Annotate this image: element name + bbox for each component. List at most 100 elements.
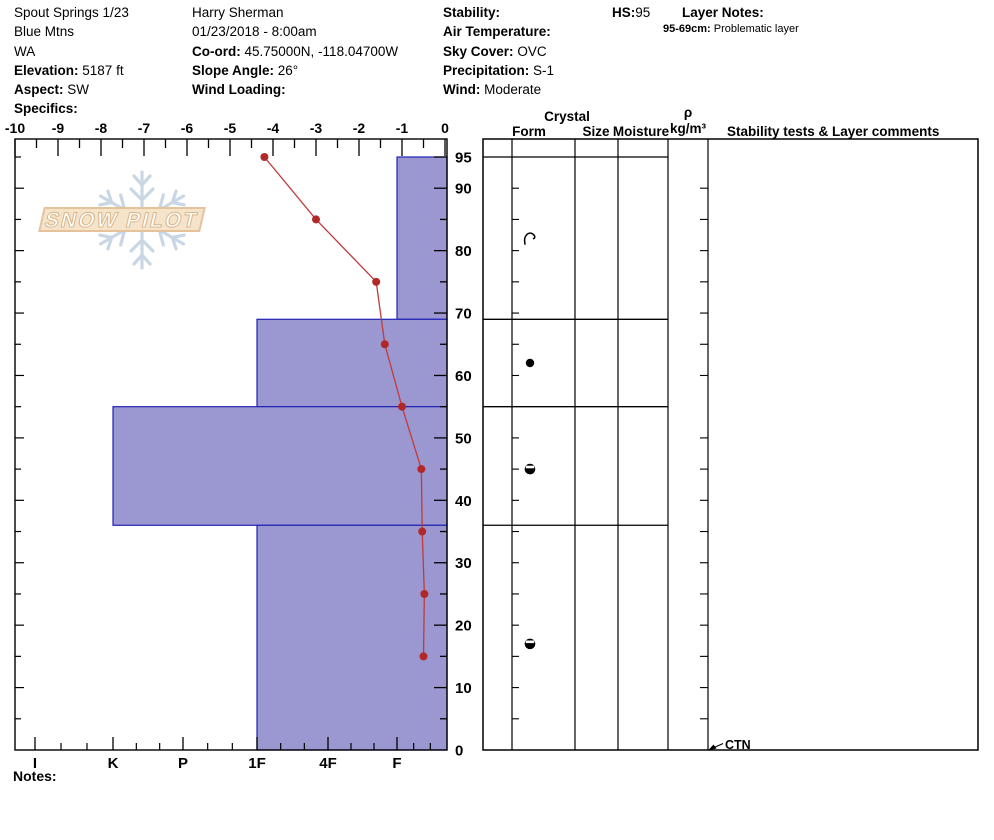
temp-tick-label: -3 — [310, 120, 323, 136]
snowpilot-watermark: SNOW PILOT — [38, 170, 206, 270]
wind-value: Moderate — [484, 82, 542, 98]
crystal-column-header: Crystal — [544, 109, 590, 124]
temperature-point — [418, 527, 427, 536]
precip-label: Precipitation: — [443, 62, 530, 78]
stability-tests-column-header: Stability tests & Layer comments — [727, 124, 940, 139]
coord-label: Co-ord: — [192, 43, 241, 59]
elevation-label: Elevation: — [14, 62, 79, 78]
annotation-label: CTN — [725, 738, 751, 752]
wind-row: Wind: Moderate — [443, 80, 554, 99]
precip-row: Precipitation: S-1 — [443, 61, 554, 80]
depth-tick-label: 20 — [455, 618, 472, 635]
aspect-label: Aspect: — [14, 82, 64, 98]
temperature-point — [420, 589, 429, 598]
hardness-tick-label: 1F — [248, 755, 266, 772]
header-conditions-block: Stability: Air Temperature: Sky Cover: O… — [443, 3, 554, 99]
air-temp-row: Air Temperature: — [443, 22, 554, 41]
form-column-header: Form — [512, 124, 546, 139]
wind-loading-row: Wind Loading: — [192, 80, 398, 99]
depth-tick-label: 95 — [455, 150, 472, 167]
size-column-header: Size — [582, 124, 610, 139]
layer-note-range: 95-69cm: — [663, 23, 711, 35]
logo-text: SNOW PILOT — [43, 208, 201, 232]
hs-label: HS: — [612, 5, 636, 20]
density-unit-header: kg/m³ — [669, 121, 706, 136]
temperature-point — [398, 402, 406, 411]
depth-tick-label: 80 — [455, 243, 472, 260]
header-site-block: Spout Springs 1/23 Blue Mtns WA Elevatio… — [14, 3, 129, 119]
aspect-value: SW — [67, 82, 90, 98]
temp-tick-label: 0 — [441, 120, 449, 136]
layer-note-item: 95-69cm: Problematic layer — [663, 23, 799, 35]
observation-datetime: 01/23/2018 - 8:00am — [192, 24, 317, 40]
slope-angle-value: 26° — [277, 62, 299, 78]
hardness-layer-bar — [256, 318, 448, 408]
logo-banner: SNOW PILOT — [38, 207, 206, 232]
temperature-point — [380, 340, 389, 349]
slope-angle-label: Slope Angle: — [192, 62, 275, 78]
hardness-layer-bar — [256, 524, 448, 751]
sky-cover-label: Sky Cover: — [443, 43, 514, 59]
hardness-layer-bar — [396, 156, 448, 320]
temp-tick-label: -9 — [52, 120, 65, 136]
depth-tick-label: 0 — [455, 743, 463, 760]
hardness-tick-label: K — [108, 755, 119, 772]
aspect-row: Aspect: SW — [14, 80, 129, 99]
hardness-tick-label: F — [392, 755, 401, 772]
sky-cover-row: Sky Cover: OVC — [443, 42, 554, 61]
wind-label: Wind: — [443, 82, 481, 98]
stability-test-annotation: CTN — [708, 738, 751, 752]
hs-row: HS:95 — [612, 3, 650, 22]
air-temp-label: Air Temperature: — [443, 24, 551, 40]
precip-value: S-1 — [533, 62, 555, 78]
temperature-point — [372, 277, 381, 286]
plot-frame — [14, 138, 448, 751]
elevation-row: Elevation: 5187 ft — [14, 61, 129, 80]
data-panel-frame — [482, 138, 979, 751]
depth-tick-label: 30 — [455, 555, 472, 572]
hardness-tick-label: P — [178, 755, 188, 772]
layer-note-text: Problematic layer — [713, 23, 799, 35]
temp-tick-label: -4 — [267, 120, 280, 136]
coord-row: Co-ord: 45.75000N, -118.04700W — [192, 42, 398, 61]
temp-tick-label: -10 — [5, 120, 25, 136]
pit-title: Spout Springs 1/23 — [14, 5, 129, 20]
stability-row: Stability: — [443, 3, 554, 22]
hs-value: 95 — [635, 5, 651, 20]
specifics-label: Specifics: — [14, 101, 78, 117]
grain-form-symbol-melt-freeze-crust — [524, 638, 536, 650]
grain-form-symbol-rounded-grains — [525, 358, 535, 368]
moisture-column-header: Moisture — [612, 124, 670, 139]
observer-name: Harry Sherman — [192, 5, 284, 20]
slope-angle-row: Slope Angle: 26° — [192, 61, 398, 80]
density-symbol-header: ρ — [683, 105, 693, 120]
hardness-tick-label: I — [33, 755, 37, 772]
depth-tick-label: 10 — [455, 680, 472, 697]
depth-tick-label: 40 — [455, 493, 472, 510]
depth-tick-label: 60 — [455, 368, 472, 385]
temp-tick-label: -5 — [224, 120, 237, 136]
specifics-row: Specifics: — [14, 99, 129, 118]
temp-tick-label: -6 — [181, 120, 194, 136]
temperature-point — [417, 465, 426, 474]
mountain-range: Blue Mtns — [14, 24, 75, 40]
elevation-value: 5187 ft — [82, 62, 124, 78]
coord-value: 45.75000N, -118.04700W — [244, 43, 399, 59]
temp-tick-label: -8 — [95, 120, 108, 136]
grain-form-symbol-melt-freeze-crust — [524, 463, 536, 475]
depth-tick-label: 70 — [455, 306, 472, 323]
grain-form-symbol-decomposing-fragments — [523, 232, 536, 245]
temp-tick-label: -1 — [396, 120, 409, 136]
temperature-point — [419, 652, 428, 661]
depth-tick-label: 90 — [455, 181, 472, 198]
temperature-point — [312, 215, 320, 224]
hardness-layer-bar — [112, 406, 448, 526]
annotation-arrowhead — [708, 744, 717, 751]
notes-label: Notes: — [13, 768, 57, 784]
sky-cover-value: OVC — [517, 43, 547, 59]
temp-tick-label: -2 — [353, 120, 366, 136]
temp-tick-label: -7 — [138, 120, 151, 136]
temperature-point — [260, 153, 269, 161]
wind-loading-label: Wind Loading: — [192, 82, 286, 98]
